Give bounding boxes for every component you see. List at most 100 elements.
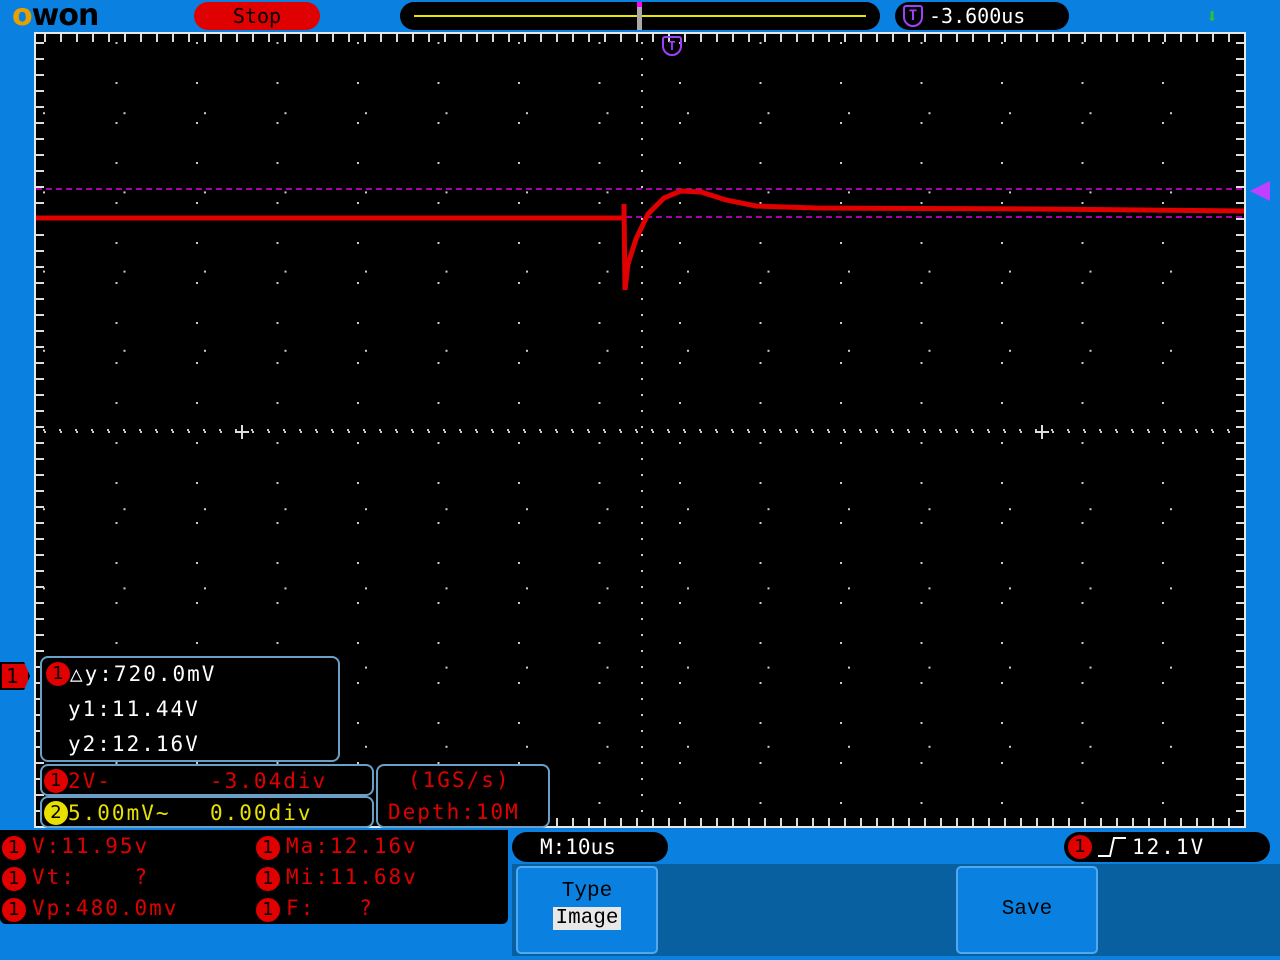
grid-dot <box>518 562 520 564</box>
grid-dot <box>687 666 689 669</box>
tick <box>36 138 44 140</box>
tick <box>1180 818 1182 826</box>
grid-dot <box>699 429 701 431</box>
trigger-readout[interactable]: 1 12.1V <box>1064 832 1270 862</box>
grid-dot <box>840 322 842 324</box>
tick <box>36 458 44 460</box>
grid-dot <box>687 112 689 115</box>
grid-dot <box>920 562 923 564</box>
grid-dot <box>1081 482 1084 484</box>
grid-dot <box>518 522 520 524</box>
tick <box>1236 714 1244 716</box>
ch2-settings[interactable]: 2 5.00mV~ 0.00div <box>40 796 374 828</box>
grid-dot <box>840 442 842 444</box>
grid-dot <box>759 362 762 364</box>
acquisition-panel: (1GS/s) Depth:10M <box>376 764 550 828</box>
tick <box>604 818 606 826</box>
ch1-badge: 1 <box>2 836 26 860</box>
grid-dot <box>812 431 814 433</box>
grid-dot <box>679 682 681 684</box>
ch1-position-marker[interactable]: 1 <box>0 662 30 690</box>
trigger-position-bar[interactable] <box>400 2 880 30</box>
trigger-level-marker[interactable] <box>1250 181 1270 201</box>
grid-dot <box>747 429 749 431</box>
grid-dot <box>940 431 942 433</box>
grid-dot <box>716 431 718 433</box>
tick <box>1068 34 1070 42</box>
grid-dot <box>1162 402 1164 404</box>
tick <box>1236 122 1244 124</box>
grid-dot <box>364 431 366 433</box>
grid-dot <box>920 402 923 404</box>
grid-dot <box>437 442 440 444</box>
grid-dot <box>171 429 173 431</box>
grid-dot <box>365 112 367 115</box>
grid-dot <box>1081 642 1084 644</box>
grid-dot <box>1089 666 1092 669</box>
tick <box>1236 202 1244 204</box>
grid-dot <box>1001 442 1003 444</box>
type-menu-button[interactable]: Type Image <box>516 866 658 954</box>
grid-dot <box>641 154 643 156</box>
grid-dot <box>1081 522 1084 524</box>
grid-dot <box>1019 429 1021 431</box>
owon-logo: OWON <box>12 0 99 33</box>
graticule <box>36 34 1244 826</box>
grid-dot <box>1051 429 1053 431</box>
tick <box>876 818 878 826</box>
grid-dot <box>928 191 931 194</box>
tick <box>620 34 622 42</box>
grid-dot <box>759 682 762 684</box>
grid-dot <box>379 429 381 431</box>
grid-dot <box>1009 587 1011 590</box>
grid-dot <box>204 587 206 590</box>
grid-dot <box>920 122 923 124</box>
grid-dot <box>437 122 440 124</box>
ch1-settings[interactable]: 1 2V- -3.04div <box>40 764 374 796</box>
grid-dot <box>1001 242 1003 244</box>
grid-dot <box>679 162 681 164</box>
tick <box>1084 34 1086 42</box>
grid-dot <box>459 429 461 431</box>
tick <box>988 818 990 826</box>
timebase[interactable]: M:10us <box>512 832 668 862</box>
grid-dot <box>759 522 762 524</box>
grid-dot <box>892 431 894 433</box>
grid-dot <box>437 202 440 204</box>
measurement-value: Vp:480.0mv <box>32 896 179 920</box>
tick <box>540 34 542 42</box>
grid-dot <box>1227 429 1229 431</box>
grid-dot <box>606 745 609 748</box>
grid-dot <box>124 431 126 433</box>
tick <box>36 298 44 300</box>
grid-dot <box>588 431 590 433</box>
grid-dot <box>641 90 643 92</box>
grid-dot <box>641 538 643 540</box>
grid-dot <box>445 191 448 194</box>
grid-dot <box>920 802 923 804</box>
save-button[interactable]: Save <box>956 866 1098 954</box>
grid-dot <box>840 282 842 284</box>
tick <box>1084 818 1086 826</box>
grid-dot <box>443 429 445 431</box>
tick <box>188 34 190 42</box>
grid-dot <box>840 202 842 204</box>
tick <box>36 650 44 652</box>
grid-dot <box>115 362 118 364</box>
grid-dot <box>518 82 520 84</box>
grid-dot <box>284 508 287 511</box>
run-stop-status[interactable]: Stop <box>194 2 320 30</box>
grid-dot <box>972 431 974 433</box>
rising-edge-icon <box>1098 837 1126 857</box>
grid-dot <box>357 562 359 564</box>
grid-dot <box>1164 431 1166 433</box>
grid-dot <box>1148 431 1150 433</box>
grid-dot <box>641 346 643 348</box>
grid-dot <box>603 429 605 431</box>
grid-dot <box>641 810 643 812</box>
grid-dot <box>196 562 198 564</box>
tick <box>108 34 110 42</box>
grid-dot <box>427 429 429 431</box>
grid-dot <box>196 482 198 484</box>
tick <box>1196 818 1198 826</box>
